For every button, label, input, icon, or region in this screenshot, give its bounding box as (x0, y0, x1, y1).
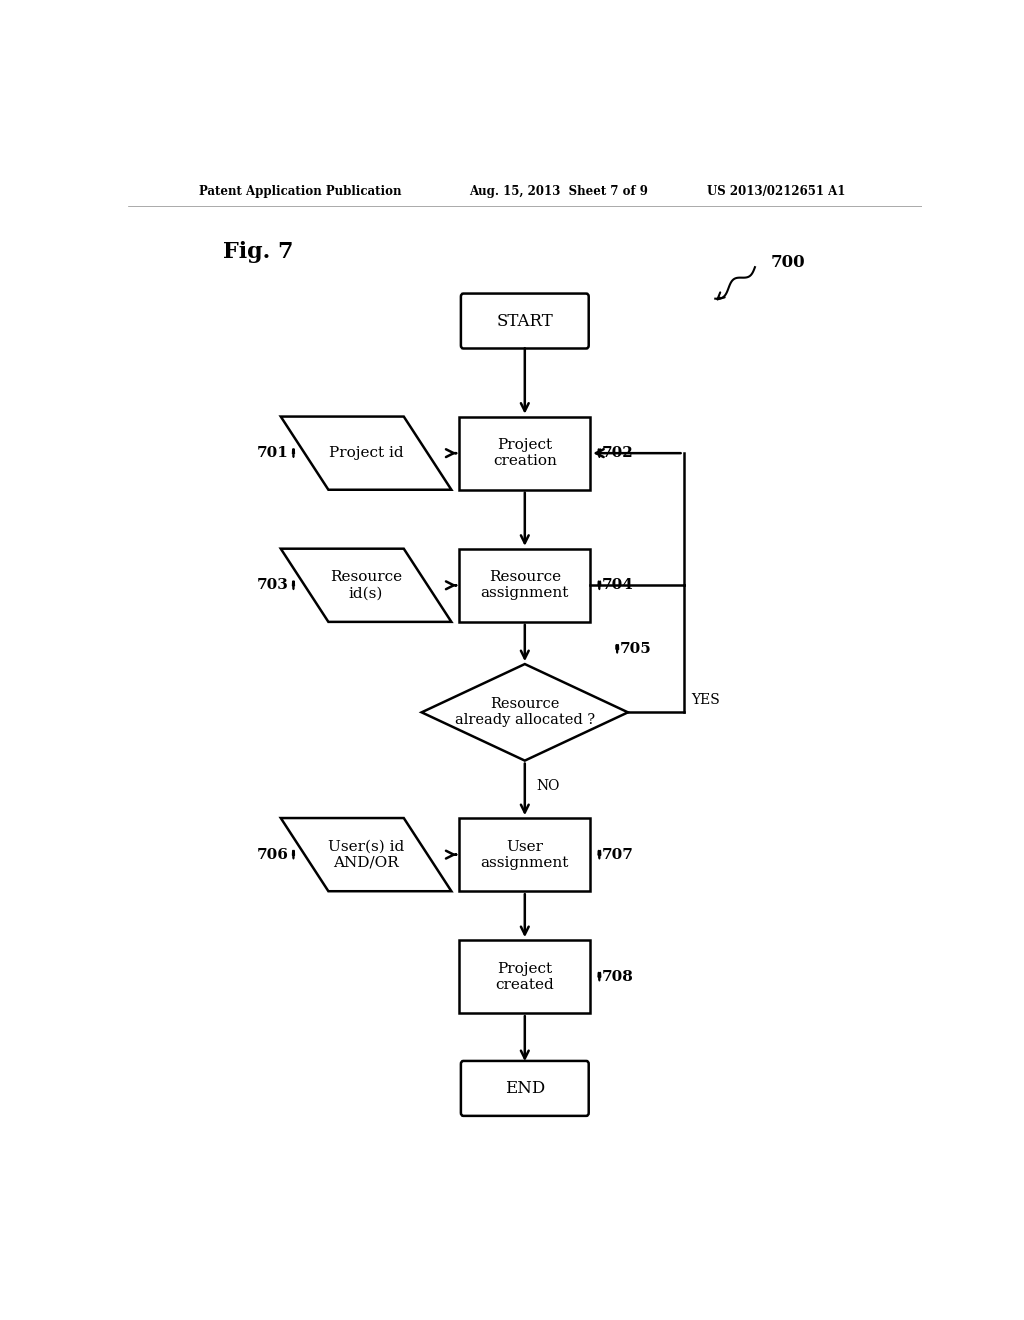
Text: 703: 703 (257, 578, 289, 593)
Text: Project id: Project id (329, 446, 403, 461)
FancyBboxPatch shape (461, 1061, 589, 1115)
Bar (460, 818, 590, 891)
Text: Project
creation: Project creation (493, 438, 557, 469)
Text: NO: NO (537, 779, 560, 793)
Text: START: START (497, 313, 553, 330)
Text: 701: 701 (257, 446, 289, 461)
Text: 707: 707 (602, 847, 634, 862)
Bar (460, 417, 590, 490)
Polygon shape (281, 417, 452, 490)
Polygon shape (281, 549, 452, 622)
Text: Resource
assignment: Resource assignment (480, 570, 569, 601)
Text: User(s) id
AND/OR: User(s) id AND/OR (328, 840, 404, 870)
Polygon shape (281, 818, 452, 891)
Text: YES: YES (691, 693, 720, 708)
Text: 704: 704 (602, 578, 634, 593)
Text: 705: 705 (620, 642, 652, 656)
Text: US 2013/0212651 A1: US 2013/0212651 A1 (708, 185, 846, 198)
Text: 708: 708 (602, 970, 634, 983)
Text: 700: 700 (771, 253, 806, 271)
Text: 702: 702 (602, 446, 634, 461)
Text: 706: 706 (257, 847, 289, 862)
Text: Project
created: Project created (496, 961, 554, 991)
FancyBboxPatch shape (461, 293, 589, 348)
Polygon shape (422, 664, 628, 760)
Text: Aug. 15, 2013  Sheet 7 of 9: Aug. 15, 2013 Sheet 7 of 9 (469, 185, 648, 198)
Text: Patent Application Publication: Patent Application Publication (200, 185, 402, 198)
Text: Resource
already allocated ?: Resource already allocated ? (455, 697, 595, 727)
Bar (460, 940, 590, 1014)
Bar (460, 549, 590, 622)
Text: Fig. 7: Fig. 7 (223, 242, 294, 263)
Text: Resource
id(s): Resource id(s) (330, 570, 402, 601)
Text: END: END (505, 1080, 545, 1097)
Text: User
assignment: User assignment (480, 840, 569, 870)
